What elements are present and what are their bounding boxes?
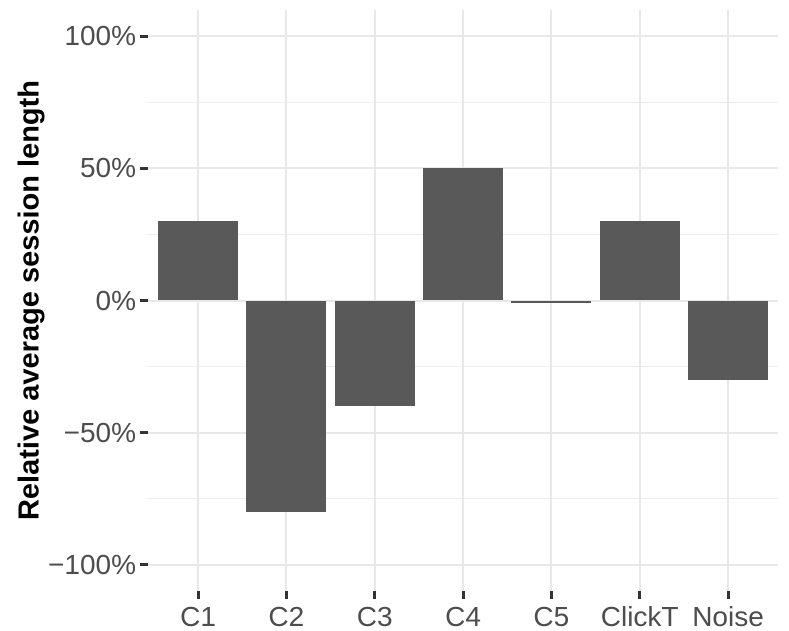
bar-C2 [246, 300, 327, 512]
x-tick-label: C5 [533, 601, 570, 631]
bar-C3 [334, 300, 415, 407]
gridline-vertical [462, 10, 464, 591]
y-axis-tick [140, 563, 148, 567]
x-tick-label: Noise [692, 601, 764, 631]
x-tick-label: ClickT [600, 601, 679, 631]
x-tick-label: C4 [445, 601, 481, 631]
x-axis-tick [284, 591, 288, 599]
y-axis-tick [140, 34, 148, 38]
x-tick-label: C2 [268, 601, 305, 631]
bar-C1 [158, 221, 238, 301]
y-axis-tick [140, 431, 148, 435]
y-tick-label: 100% [64, 20, 136, 52]
gridline-vertical [638, 10, 641, 591]
gridline-vertical [197, 10, 199, 591]
y-axis-tick [140, 299, 148, 302]
y-tick-label: 50% [79, 152, 136, 184]
y-tick-label: −50% [63, 416, 136, 448]
bar-C5 [511, 300, 592, 303]
x-axis-tick [638, 591, 642, 599]
x-tick-label: C1 [180, 601, 216, 631]
y-tick-label: −100% [48, 548, 136, 580]
x-axis-tick [196, 591, 200, 599]
y-axis-tick [140, 166, 148, 170]
x-tick-label: C3 [356, 601, 393, 631]
y-tick-label: 0% [95, 284, 136, 316]
bar-C4 [423, 168, 503, 301]
bar-ClickT [599, 221, 680, 301]
x-axis-tick [549, 591, 553, 599]
x-axis-tick [461, 591, 465, 599]
x-axis-tick [373, 591, 377, 599]
bar-Noise [688, 300, 768, 380]
x-axis-tick [726, 591, 730, 599]
